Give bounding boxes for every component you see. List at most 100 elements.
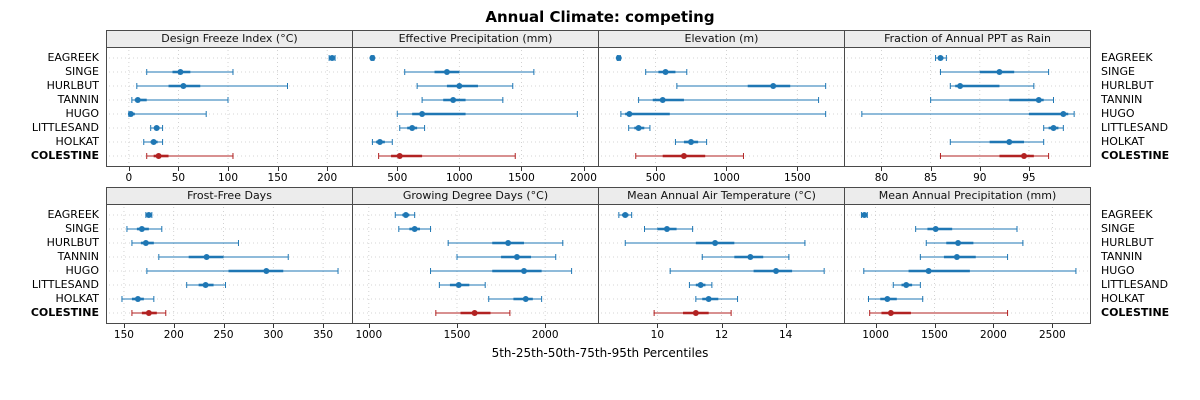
tick-mark: [173, 324, 175, 328]
median-dot: [177, 69, 184, 75]
series-eagreek: [615, 55, 622, 61]
tick-mark: [1028, 167, 1030, 171]
tick-label: 150: [113, 329, 134, 341]
site-label-littlesand: LITTLESAND: [1101, 121, 1169, 134]
tick-mark: [993, 324, 995, 328]
median-dot: [203, 254, 210, 260]
median-dot: [659, 97, 666, 103]
panel-frost-free-days: Frost-Free Days 150 200 250 300 350: [106, 187, 353, 342]
tick-label: 1000: [445, 172, 473, 184]
tick-label: 1500: [783, 172, 811, 184]
site-label-colestine: COLESTINE: [30, 306, 99, 319]
tick-mark: [128, 167, 130, 171]
median-dot: [134, 97, 141, 103]
tick-mark: [273, 324, 275, 328]
site-label-holkat: HOLKAT: [55, 135, 99, 148]
tick-mark: [875, 324, 877, 328]
series-tannin: [131, 97, 229, 103]
series-hurlbut: [416, 83, 514, 89]
site-label-eagreek: EAGREEK: [1101, 51, 1153, 64]
median-dot: [662, 69, 669, 75]
median-dot: [134, 296, 141, 302]
site-label-singe: SINGE: [65, 222, 99, 235]
median-dot: [1050, 125, 1057, 131]
series-tannin: [930, 97, 1055, 103]
tick-mark: [1052, 324, 1054, 328]
median-dot: [456, 83, 463, 89]
site-label-hugo: HUGO: [1101, 107, 1135, 120]
series-tannin: [456, 254, 557, 260]
site-label-hurlbut: HURLBUT: [1101, 236, 1154, 249]
median-dot: [712, 240, 719, 246]
panel-plot-area: [109, 207, 350, 321]
median-dot: [705, 296, 712, 302]
site-labels-right: EAGREEK SINGE HURLBUT TANNIN HUGO LITTLESAND H…: [1094, 30, 1200, 167]
series-singe: [644, 226, 694, 232]
tick-mark: [521, 167, 523, 171]
series-tannin: [421, 97, 504, 103]
median-dot: [396, 153, 403, 159]
median-dot: [773, 268, 780, 274]
series-hurlbut: [447, 240, 564, 246]
median-dot: [688, 139, 695, 145]
tick-label: 12: [714, 329, 729, 341]
tick-mark: [228, 167, 229, 171]
median-dot: [145, 310, 152, 316]
tick-mark: [657, 324, 659, 328]
series-hugo: [669, 268, 825, 274]
tick-mark: [881, 167, 883, 171]
median-dot: [522, 296, 529, 302]
site-label-eagreek: EAGREEK: [47, 208, 99, 221]
series-hurlbut: [131, 240, 239, 246]
series-tannin: [701, 254, 790, 260]
panel-box: Growing Degree Days (°C): [352, 187, 599, 324]
trellis-row: EAGREEK SINGE HURLBUT TANNIN HUGO LITTLESAND H…: [0, 187, 1200, 342]
x-axis-ticks: 500 1000 1500: [598, 167, 845, 185]
tick-label: 150: [267, 172, 288, 184]
median-dot: [145, 212, 152, 218]
panel-strip-title: Design Freeze Index (°C): [107, 31, 352, 48]
median-dot: [329, 55, 336, 61]
panel-fraction-of-annual-ppt-as-rain: Fraction of Annual PPT as Rain 80 85 90 95: [844, 30, 1091, 185]
median-dot: [861, 212, 868, 218]
site-label-colestine: COLESTINE: [30, 149, 99, 162]
tick-label: 300: [263, 329, 284, 341]
series-colestine: [435, 310, 511, 316]
median-dot: [180, 83, 187, 89]
median-dot: [153, 125, 160, 131]
tick-label: 250: [213, 329, 234, 341]
series-littlesand: [399, 125, 426, 131]
tick-label: 10: [650, 329, 665, 341]
site-label-hugo: HUGO: [65, 264, 99, 277]
tick-label: 500: [387, 172, 408, 184]
tick-label: 80: [874, 172, 889, 184]
median-dot: [747, 254, 754, 260]
series-tannin: [158, 254, 289, 260]
series-singe: [915, 226, 1018, 232]
tick-label: 200: [317, 172, 338, 184]
site-label-littlesand: LITTLESAND: [1101, 278, 1169, 291]
median-dot: [376, 139, 383, 145]
median-dot: [263, 268, 270, 274]
median-dot: [635, 125, 642, 131]
median-dot: [953, 254, 960, 260]
median-dot: [202, 282, 209, 288]
median-dot: [513, 254, 520, 260]
median-dot: [903, 282, 910, 288]
series-littlesand: [438, 282, 486, 288]
series-littlesand: [186, 282, 227, 288]
site-label-holkat: HOLKAT: [1101, 135, 1145, 148]
median-dot: [402, 212, 409, 218]
median-dot: [887, 310, 894, 316]
median-dot: [138, 226, 145, 232]
median-dot: [1035, 97, 1042, 103]
median-dot: [455, 282, 462, 288]
series-hugo: [396, 111, 578, 117]
site-labels-left: EAGREEK SINGE HURLBUT TANNIN HUGO LITTLESAND H…: [0, 30, 106, 167]
median-dot: [884, 296, 891, 302]
panel-strip-title: Elevation (m): [599, 31, 844, 48]
tick-label: 350: [313, 329, 334, 341]
site-label-tannin: TANNIN: [1101, 250, 1143, 263]
site-label-hugo: HUGO: [1101, 264, 1135, 277]
